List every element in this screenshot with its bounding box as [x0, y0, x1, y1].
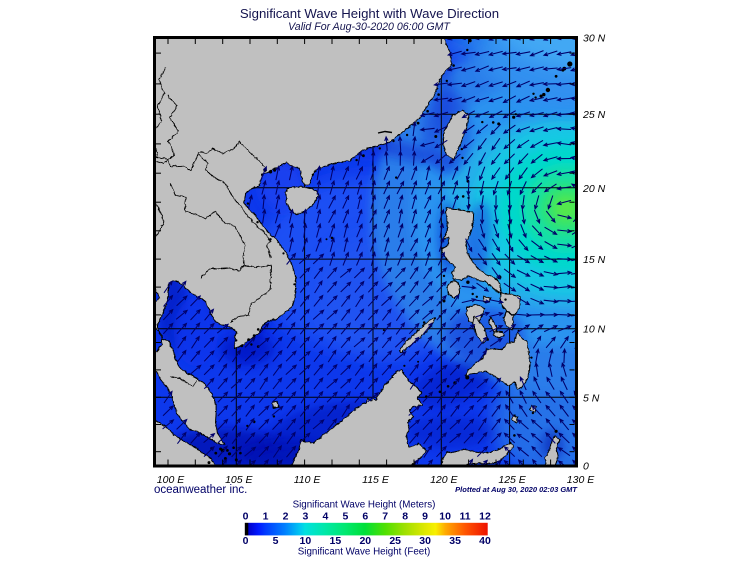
- svg-text:5 N: 5 N: [583, 392, 600, 404]
- svg-text:oceanweather inc.: oceanweather inc.: [154, 484, 247, 496]
- svg-text:120 E: 120 E: [430, 474, 458, 486]
- svg-text:Plotted at Aug 30, 2020 02:03: Plotted at Aug 30, 2020 02:03 GMT: [455, 485, 578, 494]
- svg-text:1: 1: [263, 511, 269, 523]
- svg-text:30: 30: [419, 535, 431, 547]
- svg-text:Significant Wave Height with W: Significant Wave Height with Wave Direct…: [240, 6, 499, 21]
- svg-text:0: 0: [243, 511, 249, 523]
- svg-text:4: 4: [322, 511, 328, 523]
- svg-text:10: 10: [439, 511, 451, 523]
- svg-text:25: 25: [389, 535, 401, 547]
- svg-text:110 E: 110 E: [294, 474, 322, 486]
- svg-text:0: 0: [583, 460, 589, 472]
- svg-text:15 N: 15 N: [583, 254, 606, 266]
- svg-text:0: 0: [243, 535, 249, 547]
- svg-text:3: 3: [302, 511, 308, 523]
- svg-text:6: 6: [362, 511, 368, 523]
- svg-text:5: 5: [342, 511, 348, 523]
- svg-text:9: 9: [422, 511, 428, 523]
- svg-text:40: 40: [479, 535, 491, 547]
- svg-text:20: 20: [359, 535, 371, 547]
- svg-text:7: 7: [382, 511, 388, 523]
- svg-text:2: 2: [283, 511, 289, 523]
- svg-text:10 N: 10 N: [583, 324, 606, 336]
- svg-text:11: 11: [459, 511, 470, 523]
- svg-text:5: 5: [273, 535, 279, 547]
- svg-text:35: 35: [449, 535, 461, 547]
- svg-text:10: 10: [300, 535, 312, 547]
- svg-text:20 N: 20 N: [582, 183, 606, 195]
- svg-text:Valid For Aug-30-2020 06:00 GM: Valid For Aug-30-2020 06:00 GMT: [288, 21, 451, 33]
- svg-text:130 E: 130 E: [567, 474, 595, 486]
- svg-text:12: 12: [479, 511, 491, 523]
- svg-text:Significant Wave Height (Meter: Significant Wave Height (Meters): [293, 500, 436, 511]
- svg-text:25 N: 25 N: [582, 109, 606, 121]
- svg-text:115 E: 115 E: [362, 474, 390, 486]
- svg-text:105 E: 105 E: [225, 474, 253, 486]
- svg-text:Significant Wave Height (Feet): Significant Wave Height (Feet): [298, 547, 431, 558]
- svg-text:8: 8: [402, 511, 408, 523]
- svg-text:30 N: 30 N: [583, 33, 606, 45]
- svg-text:15: 15: [330, 535, 342, 547]
- svg-text:100 E: 100 E: [157, 474, 185, 486]
- svg-text:125 E: 125 E: [498, 474, 526, 486]
